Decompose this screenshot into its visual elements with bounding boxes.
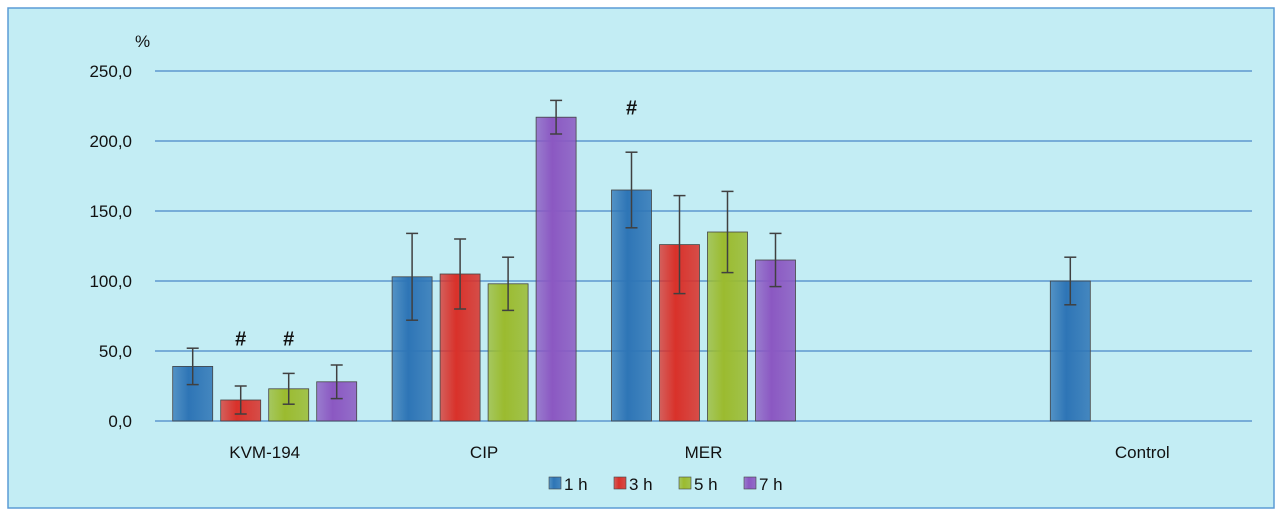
- y-axis-ticks: 0,0 50,0 100,0 150,0 200,0 250,0: [89, 62, 132, 431]
- category-label: MER: [685, 443, 723, 462]
- error-bar: [186, 347, 199, 386]
- y-tick-label: 200,0: [89, 132, 132, 151]
- legend: 1 h 3 h 5 h 7 h: [548, 475, 783, 494]
- legend-swatch: [743, 476, 757, 490]
- legend-swatch: [613, 476, 627, 490]
- legend-label: 5 h: [694, 475, 718, 494]
- legend-item: 5 h: [678, 475, 718, 494]
- error-bar: [769, 232, 782, 288]
- legend-label: 7 h: [759, 475, 783, 494]
- legend-item: 3 h: [613, 475, 653, 494]
- error-bar: [673, 194, 686, 295]
- category-label: Control: [1115, 443, 1170, 462]
- y-unit-label: %: [135, 32, 150, 51]
- error-bar: [406, 232, 419, 321]
- error-bar: [721, 190, 734, 274]
- y-tick-label: 0,0: [108, 412, 132, 431]
- legend-swatch: [548, 476, 562, 490]
- bar-7h-CIP: [535, 116, 577, 422]
- legend-label: 3 h: [629, 475, 653, 494]
- category-label: KVM-194: [229, 443, 300, 462]
- legend-swatch: [678, 476, 692, 490]
- error-bar: [550, 99, 563, 135]
- x-axis-categories: KVM-194 CIP MER Control: [229, 443, 1169, 462]
- bar-7h-MER: [755, 259, 796, 422]
- error-bar: [1064, 256, 1077, 306]
- error-bar: [625, 151, 638, 229]
- y-tick-label: 50,0: [99, 342, 132, 361]
- error-bar: [454, 238, 467, 310]
- error-bar: [282, 372, 295, 405]
- category-label: CIP: [470, 443, 498, 462]
- legend-label: 1 h: [564, 475, 588, 494]
- y-tick-label: 250,0: [89, 62, 132, 81]
- significance-marker: #: [283, 328, 294, 350]
- error-bar: [234, 385, 247, 415]
- error-bar: [330, 364, 343, 400]
- annotations: # # #: [235, 97, 637, 350]
- error-bars: [186, 99, 1077, 415]
- significance-marker: #: [626, 97, 637, 119]
- y-tick-label: 150,0: [89, 202, 132, 221]
- y-tick-label: 100,0: [89, 272, 132, 291]
- error-bar: [502, 256, 515, 312]
- significance-marker: #: [235, 328, 246, 350]
- legend-item: 1 h: [548, 475, 588, 494]
- legend-item: 7 h: [743, 475, 783, 494]
